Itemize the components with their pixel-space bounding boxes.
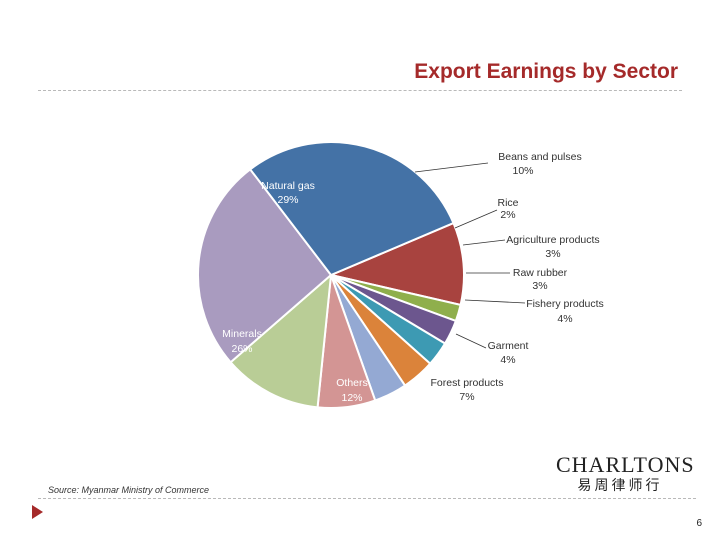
pie-slice-natural-gas	[248, 141, 455, 277]
slice-percent: 10%	[512, 165, 533, 177]
slice-label: Minerals	[222, 328, 262, 340]
slice-label: Raw rubber	[513, 267, 568, 279]
pie-slices	[197, 141, 465, 409]
leader-line	[462, 239, 506, 246]
pie-slice-minerals	[197, 167, 333, 364]
slide-title: Export Earnings by Sector	[414, 60, 678, 83]
leader-line	[414, 162, 489, 173]
charltons-logo: CHARLTONS 易周律师行	[556, 452, 695, 496]
slice-label: Rice	[497, 197, 518, 209]
slice-percent: 29%	[277, 194, 298, 206]
leader-line	[454, 209, 498, 229]
slice-percent: 7%	[459, 391, 474, 403]
pie-slice-beans-and-pulses	[327, 221, 465, 307]
leader-line	[464, 299, 526, 304]
logo-latin-text: CHARLTONS	[556, 452, 695, 477]
logo-chinese-text: 易周律师行	[577, 478, 663, 494]
slice-label: Garment	[488, 340, 529, 352]
slice-percent: 4%	[557, 313, 572, 325]
slice-label: Agriculture products	[506, 234, 599, 246]
leader-line	[455, 333, 487, 349]
slice-percent: 3%	[532, 280, 547, 292]
slice-percent: 2%	[500, 209, 515, 221]
slice-label: Forest products	[431, 377, 504, 389]
slice-percent: 3%	[545, 248, 560, 260]
slice-percent: 4%	[500, 354, 515, 366]
slice-label: Fishery products	[526, 298, 604, 310]
pie-slice-others	[229, 272, 333, 409]
footer-divider	[38, 498, 696, 499]
slice-label: Others	[336, 377, 368, 389]
leader-lines	[414, 162, 526, 349]
source-note: Source: Myanmar Ministry of Commerce	[48, 485, 210, 495]
arrow-bullet-icon	[32, 505, 43, 519]
slice-label: Natural gas	[261, 180, 315, 192]
slice-percent: 26%	[231, 343, 252, 355]
page-number: 6	[696, 518, 702, 529]
slice-label: Beans and pulses	[498, 151, 581, 163]
slice-percent: 12%	[341, 392, 362, 404]
title-divider	[38, 90, 682, 91]
